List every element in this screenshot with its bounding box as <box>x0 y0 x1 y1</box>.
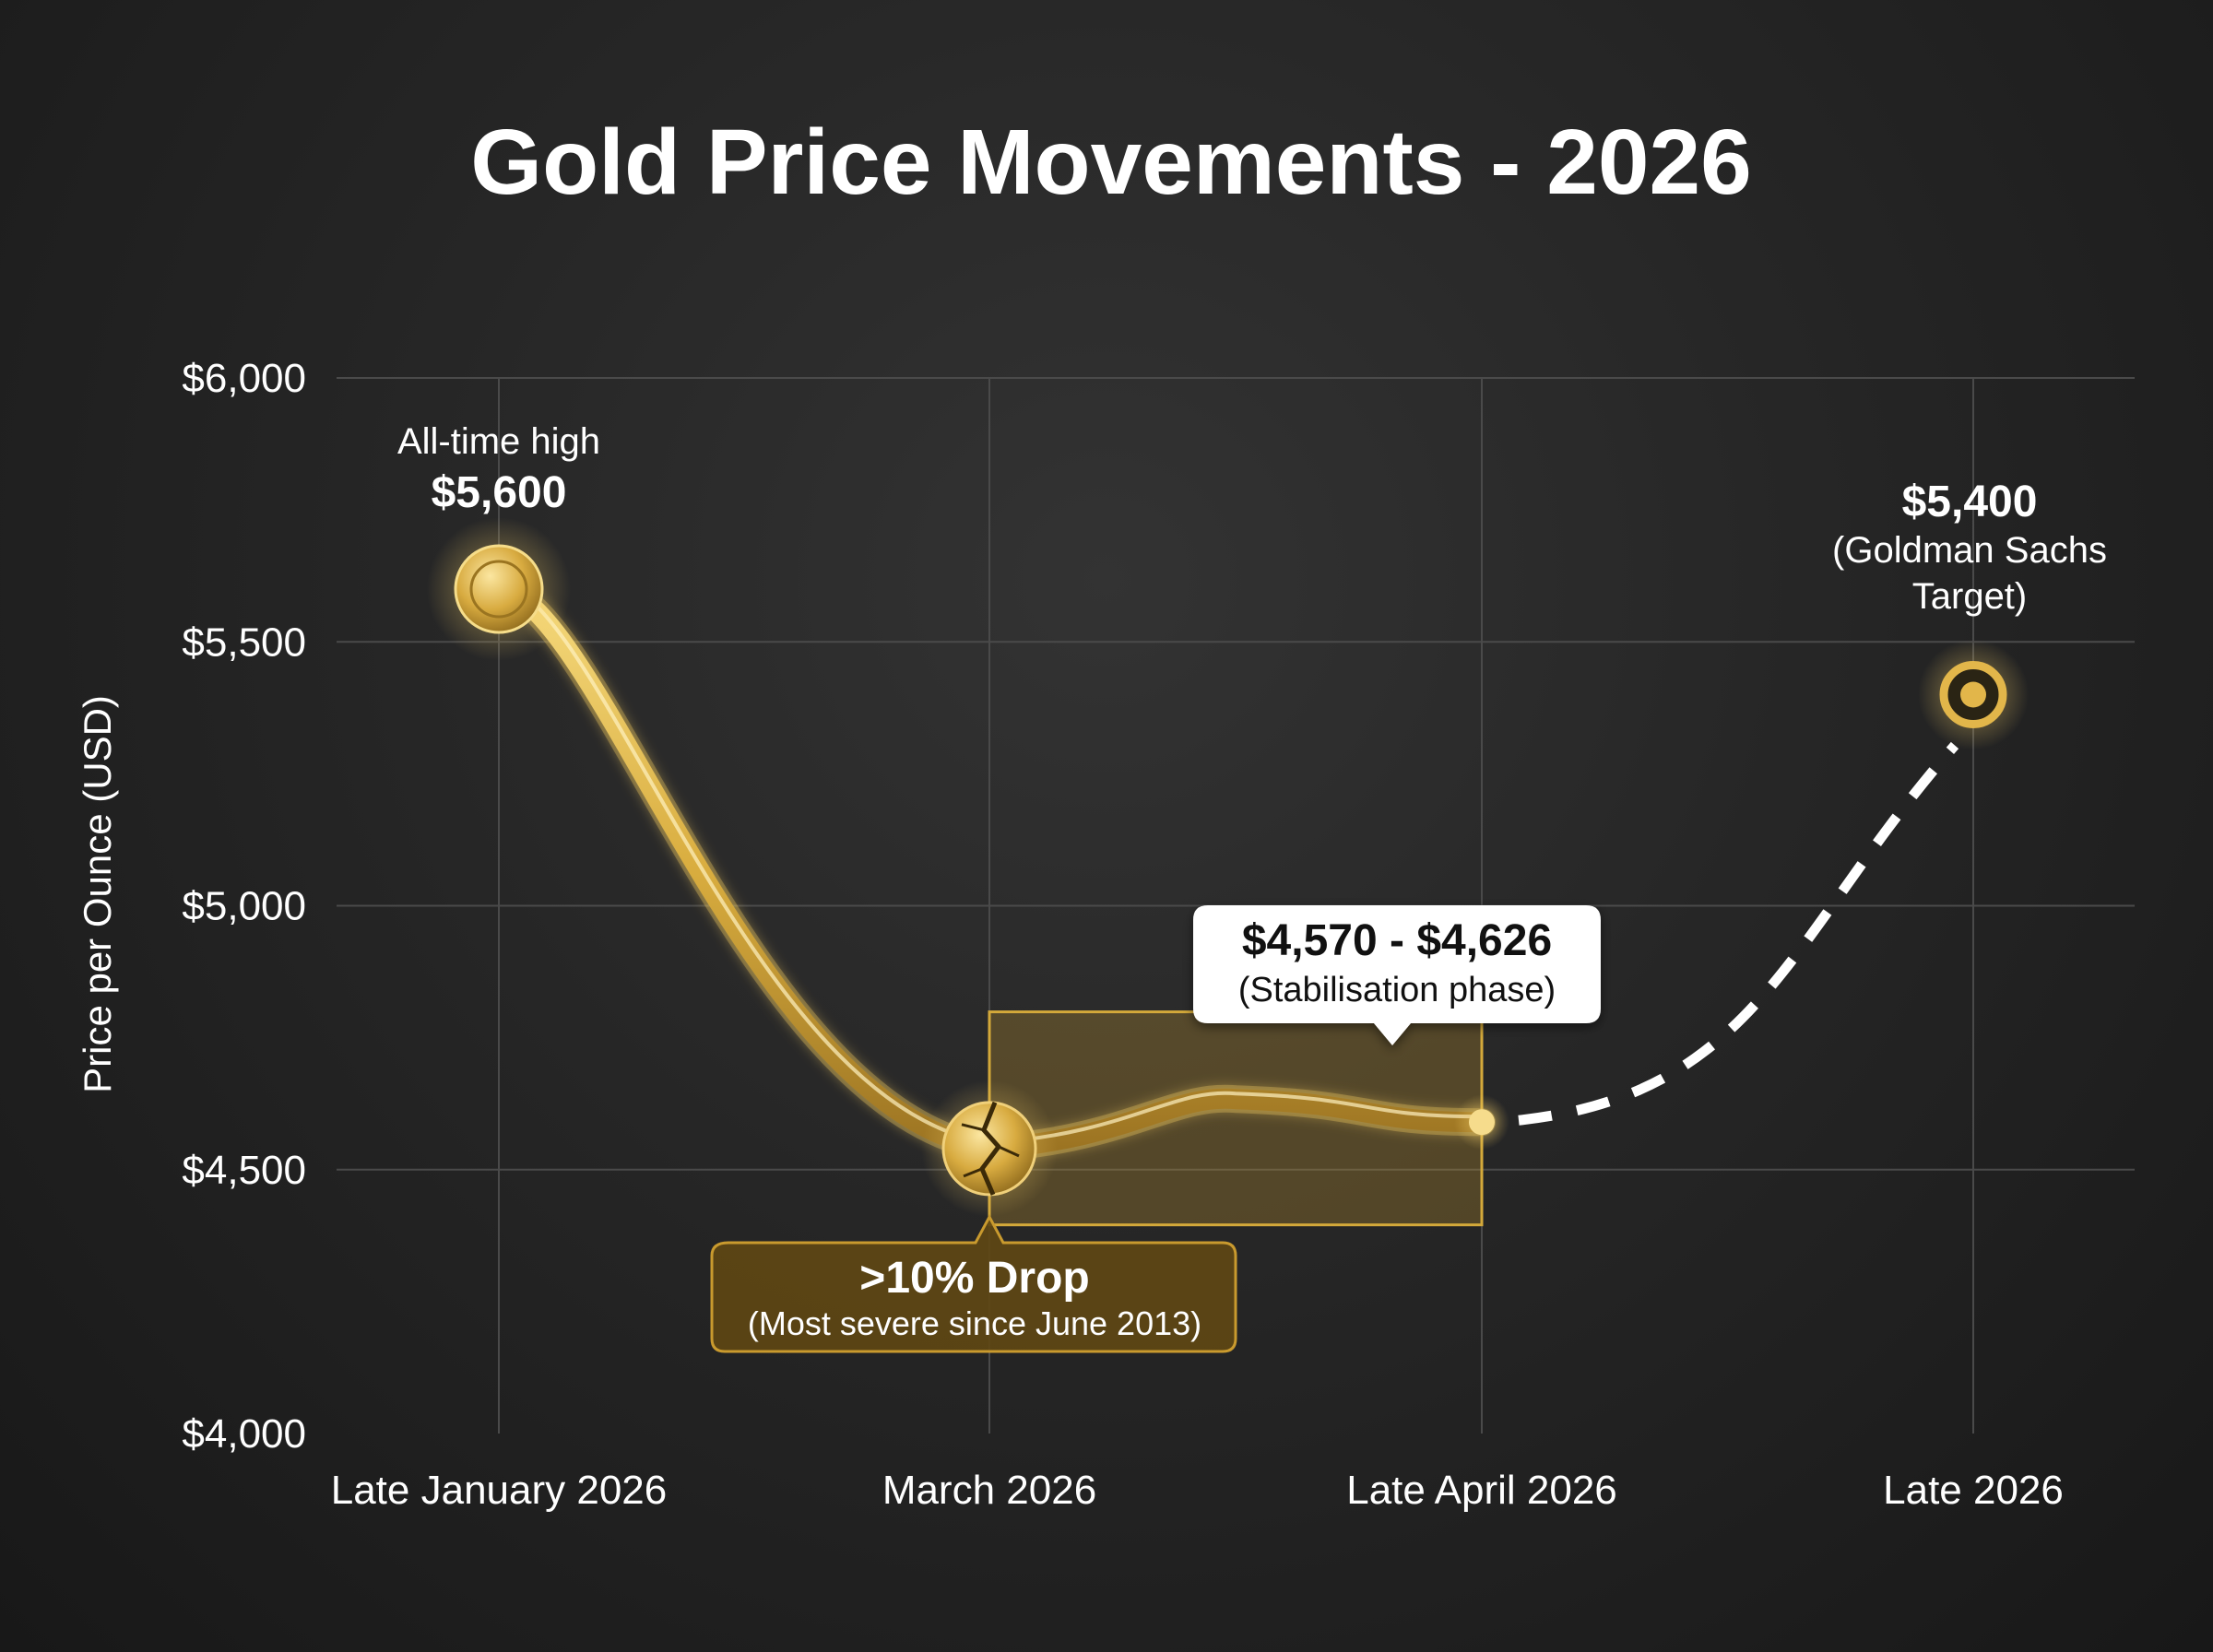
x-tick-label-3: Late 2026 <box>1883 1468 2064 1513</box>
annotation-target-note-line1: (Goldman Sachs <box>1832 530 2107 571</box>
annotation-drop-callout <box>710 1213 1237 1353</box>
annotation-target: $5,400 (Goldman Sachs Target) <box>1832 478 2107 617</box>
annotation-range-note: (Stabilisation phase) <box>1238 971 1556 1009</box>
annotation-all-time-high: All-time high $5,600 <box>397 421 600 517</box>
x-axis <box>337 1410 2135 1457</box>
annotation-range-callout <box>1193 905 1601 1045</box>
x-tick-labels: Late January 2026 March 2026 Late April 20… <box>331 1468 2064 1513</box>
annotation-drop-title: >10% Drop <box>859 1254 1089 1303</box>
series-dashed-line <box>1518 741 1959 1126</box>
marker-drop-crack-branches <box>961 1123 1020 1178</box>
annotation-target-note-line2: Target) <box>1912 576 2028 617</box>
y-tick-label-5500: $5,500 <box>182 620 306 665</box>
x-tick-label-0: Late January 2026 <box>331 1468 668 1513</box>
annotation-target-value: $5,400 <box>1902 478 2038 526</box>
grid-lines <box>337 377 2135 1434</box>
marker-high-coin-rim <box>469 560 528 619</box>
x-tick-label-2: Late April 2026 <box>1346 1468 1617 1513</box>
annotation-high-value: $5,600 <box>432 468 567 517</box>
x-tick-label-1: March 2026 <box>882 1468 1096 1513</box>
y-tick-label-6000: $6,000 <box>182 356 306 401</box>
y-axis-label: Price per Ounce (USD) <box>76 695 119 1093</box>
marker-target-center <box>1960 681 1986 708</box>
drop-callout-box <box>710 1213 1237 1353</box>
y-tick-label-4000: $4,000 <box>182 1411 306 1457</box>
series-markers <box>427 517 2029 1217</box>
range-callout-box <box>1193 905 1601 1045</box>
annotation-drop-note: (Most severe since June 2013) <box>748 1304 1201 1342</box>
y-tick-label-4500: $4,500 <box>182 1148 306 1193</box>
annotation-range-title: $4,570 - $4,626 <box>1242 916 1552 965</box>
y-tick-label-5000: $5,000 <box>182 884 306 929</box>
y-tick-labels: $4,000 $4,500 $5,000 $5,500 $6,000 <box>182 356 306 1457</box>
annotation-high-title: All-time high <box>397 421 600 462</box>
chart-title: Gold Price Movements - 2026 <box>470 111 1751 214</box>
marker-high-coin <box>454 544 544 634</box>
marker-april-dot <box>1469 1109 1495 1136</box>
